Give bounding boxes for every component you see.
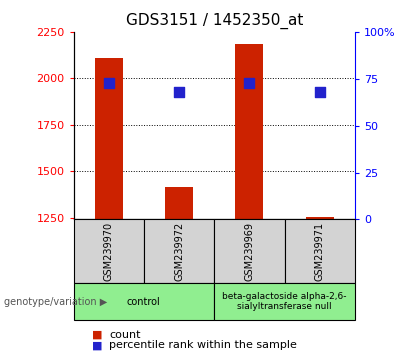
Text: GSM239972: GSM239972 bbox=[174, 222, 184, 281]
Text: percentile rank within the sample: percentile rank within the sample bbox=[109, 340, 297, 350]
Point bbox=[176, 89, 182, 95]
Text: beta-galactoside alpha-2,6-
sialyltransferase null: beta-galactoside alpha-2,6- sialyltransf… bbox=[222, 292, 347, 312]
Text: control: control bbox=[127, 297, 161, 307]
Point bbox=[246, 80, 253, 85]
Bar bbox=[94, 58, 123, 219]
Text: ■: ■ bbox=[92, 340, 103, 350]
Point bbox=[316, 89, 323, 95]
Bar bbox=[306, 217, 334, 219]
Bar bbox=[165, 187, 193, 219]
Text: GSM239971: GSM239971 bbox=[315, 222, 325, 281]
Bar bbox=[235, 44, 263, 219]
Text: genotype/variation ▶: genotype/variation ▶ bbox=[4, 297, 108, 307]
Text: GSM239970: GSM239970 bbox=[104, 222, 114, 281]
Text: GSM239969: GSM239969 bbox=[244, 222, 255, 281]
Text: count: count bbox=[109, 330, 141, 339]
Text: ■: ■ bbox=[92, 330, 103, 339]
Title: GDS3151 / 1452350_at: GDS3151 / 1452350_at bbox=[126, 13, 303, 29]
Point bbox=[105, 80, 112, 85]
